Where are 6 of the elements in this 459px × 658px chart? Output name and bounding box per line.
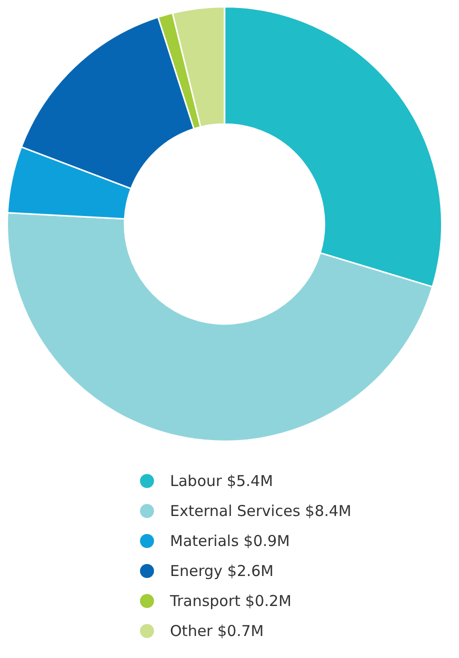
legend-label: Transport $0.2M [170,592,292,610]
legend-label: Energy $2.6M [170,562,274,580]
legend-label: Labour $5.4M [170,472,274,490]
legend-label: External Services $8.4M [170,502,352,520]
legend-label: Other $0.7M [170,622,264,640]
legend-label: Materials $0.9M [170,532,290,550]
